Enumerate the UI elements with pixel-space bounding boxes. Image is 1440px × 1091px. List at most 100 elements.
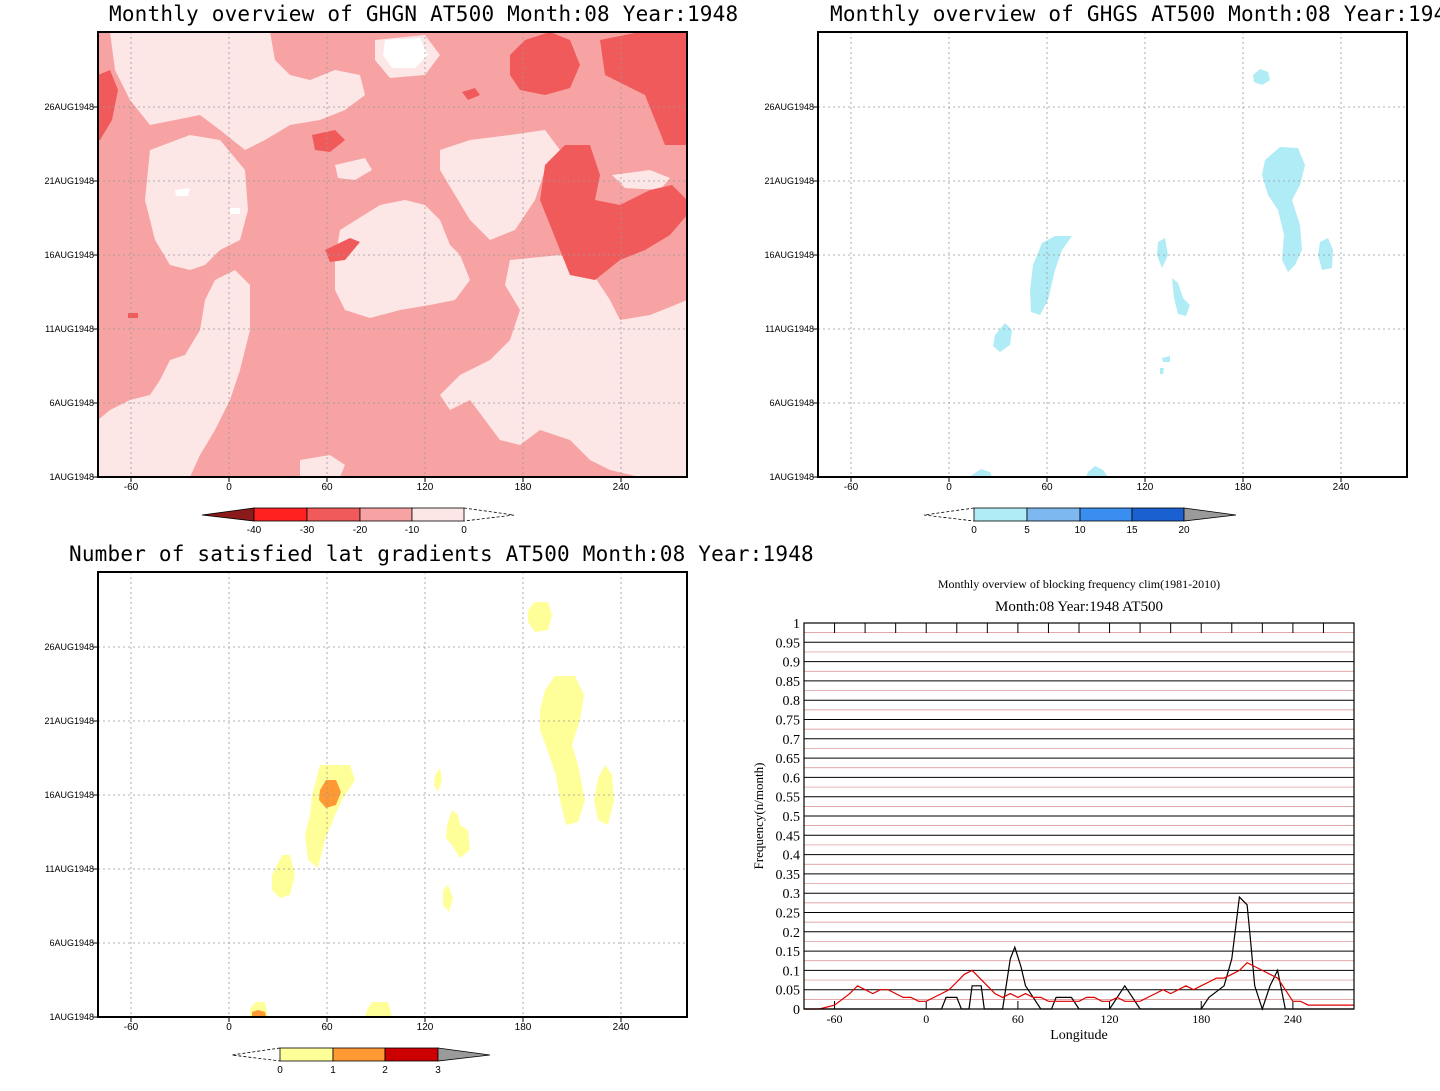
ghgn-colorbar-label: 0 [461, 525, 467, 536]
frequency-series-red-line [804, 961, 1354, 1010]
ghgs-y-tick: 6AUG1948 [769, 398, 814, 408]
frequency-y-tick-label: 0.95 [776, 636, 801, 651]
frequency-y-tick-label: 0 [793, 1003, 800, 1018]
frequency-y-tick-label: 1 [793, 617, 800, 632]
ghgs-x-tick: 180 [1235, 482, 1252, 493]
lat-gradients-field [250, 602, 614, 1017]
ghgs-x-tick: 60 [1041, 482, 1053, 493]
ghgn-y-tick: 11AUG1948 [45, 324, 94, 334]
lat-x-tick: 180 [515, 1022, 532, 1033]
frequency-y-tick-label: 0.55 [776, 791, 801, 806]
frequency-y-ticks: 0 0.05 0.1 0.15 0.2 0.25 0.3 0.35 0.4 0.45 0.5 0.55… [776, 617, 801, 1018]
ghgn-title: Monthly overview of GHGN AT500 Month:08 … [109, 2, 739, 26]
frequency-x-tick-label: 240 [1284, 1012, 1302, 1026]
ghgn-x-tick: 120 [417, 482, 434, 493]
frequency-y-tick-label: 0.85 [776, 675, 801, 690]
frequency-y-tick-label: 0.5 [783, 810, 801, 825]
frequency-y-tick-label: 0.05 [776, 984, 801, 999]
lat-gradients-map: -60 0 60 120 180 240 1AUG1948 6AUG1948 1… [44, 571, 688, 1076]
ghgn-x-tick: 0 [226, 482, 232, 493]
frequency-x-tick-label: 60 [1012, 1012, 1024, 1026]
lat-x-tick: 120 [417, 1022, 434, 1033]
ghgn-map: -60 0 60 120 180 240 1AUG1948 6AUG1948 1… [44, 31, 688, 536]
ghgn-y-tick: 26AUG1948 [44, 102, 94, 112]
lat-colorbar: 0 1 2 3 [231, 1047, 491, 1076]
lat-x-tick: 0 [226, 1022, 232, 1033]
ghgs-field [970, 69, 1333, 477]
frequency-y-tick-label: 0.8 [783, 694, 801, 709]
ghgs-map: -60 0 60 120 180 240 1AUG1948 6AUG1948 1… [764, 31, 1408, 536]
frequency-y-tick-label: 0.15 [776, 945, 801, 960]
frequency-x-tick-label: -60 [827, 1012, 843, 1026]
frequency-y-tick-label: 0.25 [776, 907, 801, 922]
ghgs-y-tick: 16AUG1948 [764, 250, 814, 260]
ghgn-y-tick: 16AUG1948 [44, 250, 94, 260]
frequency-x-tick-label: 180 [1192, 1012, 1210, 1026]
ghgs-x-tick: -60 [844, 482, 859, 493]
frequency-y-tick-label: 0.6 [783, 771, 801, 786]
lat-y-tick: 21AUG1948 [44, 716, 94, 726]
ghgn-x-tick: 240 [613, 482, 630, 493]
lat-colorbar-label: 3 [435, 1065, 441, 1076]
frequency-y-axis-label: Frequency(n/month) [751, 763, 766, 870]
frequency-y-tick-label: 0.7 [783, 733, 801, 748]
ghgs-colorbar: 0 5 10 15 20 [923, 507, 1237, 536]
ghgn-field [98, 32, 687, 477]
ghgs-colorbar-label: 0 [971, 525, 977, 536]
ghgs-x-tick: 120 [1137, 482, 1154, 493]
frequency-y-tick-label: 0.45 [776, 829, 801, 844]
frequency-gridlines [804, 622, 1354, 1010]
ghgn-colorbar-label: -20 [353, 525, 368, 536]
lat-y-tick: 11AUG1948 [45, 864, 94, 874]
ghgn-colorbar-label: -30 [300, 525, 315, 536]
ghgn-y-tick: 21AUG1948 [44, 176, 94, 186]
frequency-y-tick-label: 0.2 [783, 926, 801, 941]
lat-gradients-title: Number of satisfied lat gradients AT500 … [69, 542, 814, 566]
frequency-x-tick-label: 120 [1101, 1012, 1119, 1026]
frequency-series-black-line [804, 895, 1354, 1011]
lat-colorbar-label: 2 [382, 1065, 388, 1076]
ghgs-y-tick: 11AUG1948 [765, 324, 814, 334]
ghgn-x-tick: -60 [124, 482, 139, 493]
lat-colorbar-label: 0 [277, 1065, 283, 1076]
frequency-y-tick-label: 0.4 [783, 849, 801, 864]
lat-y-tick: 26AUG1948 [44, 642, 94, 652]
blocking-frequency-chart: Monthly overview of blocking frequency c… [751, 577, 1355, 1043]
lat-y-tick: 16AUG1948 [44, 790, 94, 800]
frequency-y-tick-label: 0.3 [783, 887, 801, 902]
frequency-series [804, 895, 1354, 1011]
ghgn-colorbar-label: -10 [405, 525, 420, 536]
frequency-y-tick-label: 0.75 [776, 714, 801, 729]
frequency-y-tick-label: 0.65 [776, 752, 801, 767]
frequency-chart-subtitle: Month:08 Year:1948 AT500 [995, 599, 1163, 615]
ghgn-x-tick: 60 [321, 482, 333, 493]
ghgs-colorbar-label: 5 [1024, 525, 1030, 536]
frequency-y-tick-label: 0.1 [783, 964, 801, 979]
frequency-y-tick-label: 0.9 [783, 656, 801, 671]
ghgs-colorbar-label: 20 [1178, 525, 1190, 536]
frequency-y-tick-label: 0.35 [776, 868, 801, 883]
ghgs-colorbar-label: 15 [1126, 525, 1138, 536]
lat-y-tick: 1AUG1948 [49, 1012, 94, 1022]
ghgs-x-tick: 240 [1333, 482, 1350, 493]
ghgn-y-tick: 1AUG1948 [49, 472, 94, 482]
ghgs-y-tick: 26AUG1948 [764, 102, 814, 112]
ghgs-colorbar-label: 10 [1074, 525, 1086, 536]
ghgs-title: Monthly overview of GHGS AT500 Month:08 … [830, 2, 1440, 26]
ghgs-y-tick: 1AUG1948 [769, 472, 814, 482]
lat-x-tick: 240 [613, 1022, 630, 1033]
frequency-chart-title: Monthly overview of blocking frequency c… [938, 577, 1220, 591]
lat-x-tick: -60 [124, 1022, 139, 1033]
ghgn-y-tick: 6AUG1948 [49, 398, 94, 408]
ghgs-x-tick: 0 [946, 482, 952, 493]
frequency-plot-frame [803, 622, 1355, 1010]
frequency-x-axis-label: Longitude [1050, 1028, 1108, 1043]
lat-colorbar-label: 1 [330, 1065, 336, 1076]
frequency-x-tick-label: 0 [923, 1012, 929, 1026]
ghgn-colorbar: -40 -30 -20 -10 0 [201, 507, 515, 536]
ghgn-x-tick: 180 [515, 482, 532, 493]
lat-y-tick: 6AUG1948 [49, 938, 94, 948]
lat-x-tick: 60 [321, 1022, 333, 1033]
ghgs-y-tick: 21AUG1948 [764, 176, 814, 186]
